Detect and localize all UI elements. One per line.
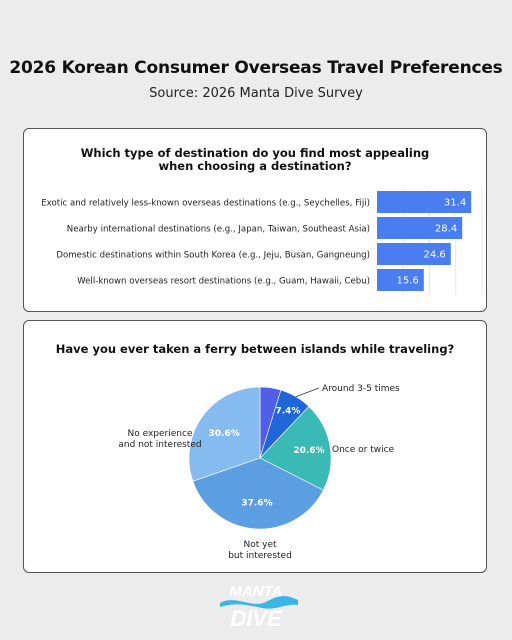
pie-value-label: 7.4% <box>275 407 300 417</box>
pie-chart-title: Have you ever taken a ferry between isla… <box>55 342 455 356</box>
pie-value-label: 37.6% <box>241 498 272 508</box>
pie-slice-4 <box>192 457 324 530</box>
logo-word-dive: DIVE <box>230 606 283 631</box>
bar-3 <box>377 243 451 265</box>
pie-category-label-line: but interested <box>228 551 292 561</box>
manta-dive-logo-graphic: MANTA DIVE <box>220 583 298 631</box>
bar-value-label: 15.6 <box>397 276 419 287</box>
pie-value-label: 30.6% <box>209 429 240 439</box>
bar-chart-title: Which type of destination do you find mo… <box>80 146 430 173</box>
pie-category-label-line: No experience <box>128 429 193 439</box>
pie-chart-card: Have you ever taken a ferry between isla… <box>23 320 487 573</box>
bar-4 <box>377 269 424 291</box>
pie-category-label: Once or twice <box>332 445 395 455</box>
bar-chart: 31.4 Exotic and relatively less-known ove… <box>41 189 483 295</box>
bar-2 <box>377 217 463 239</box>
bar-category-label: Exotic and relatively less-known oversea… <box>41 199 370 209</box>
page-subtitle: Source: 2026 Manta Dive Survey <box>149 86 363 101</box>
pie-slice-3 <box>259 406 332 491</box>
pie-category-label-line: Once or twice <box>332 445 395 455</box>
pie-value-label: 20.6% <box>293 446 324 456</box>
logo-word-manta: MANTA <box>229 583 282 600</box>
bar-chart-card: Which type of destination do you find mo… <box>23 128 487 312</box>
page-title: 2026 Korean Consumer Overseas Travel Pre… <box>9 58 503 78</box>
bar-value-label: 28.4 <box>435 224 457 235</box>
pie-category-label: Around 3-5 times <box>322 384 400 394</box>
pie-category-label-line: and not interested <box>118 440 201 450</box>
pie-category-label-line: Around 3-5 times <box>322 384 400 394</box>
bar-category-label: Nearby international destinations (e.g.,… <box>67 225 370 235</box>
bar-1 <box>377 191 472 213</box>
pie-slice-5 <box>188 386 261 482</box>
pie-category-label-line: Not yet <box>243 540 276 550</box>
logo-wave <box>220 596 298 609</box>
bar-category-label: Well-known overseas resort destinations … <box>77 277 370 287</box>
pie-chart: 7.4% 20.6% 37.6% 30.6% Around 3-5 times Once … <box>118 384 400 561</box>
pie-category-label: Not yet but interested <box>228 540 292 561</box>
pie-leader-line <box>295 387 320 398</box>
bar-value-label: 24.6 <box>424 250 446 261</box>
bar-value-label: 31.4 <box>444 198 466 209</box>
bar-category-label: Domestic destinations within South Korea… <box>56 251 370 261</box>
manta-dive-logo: MANTA DIVE <box>206 576 306 632</box>
pie-category-label: No experience and not interested <box>118 429 201 450</box>
